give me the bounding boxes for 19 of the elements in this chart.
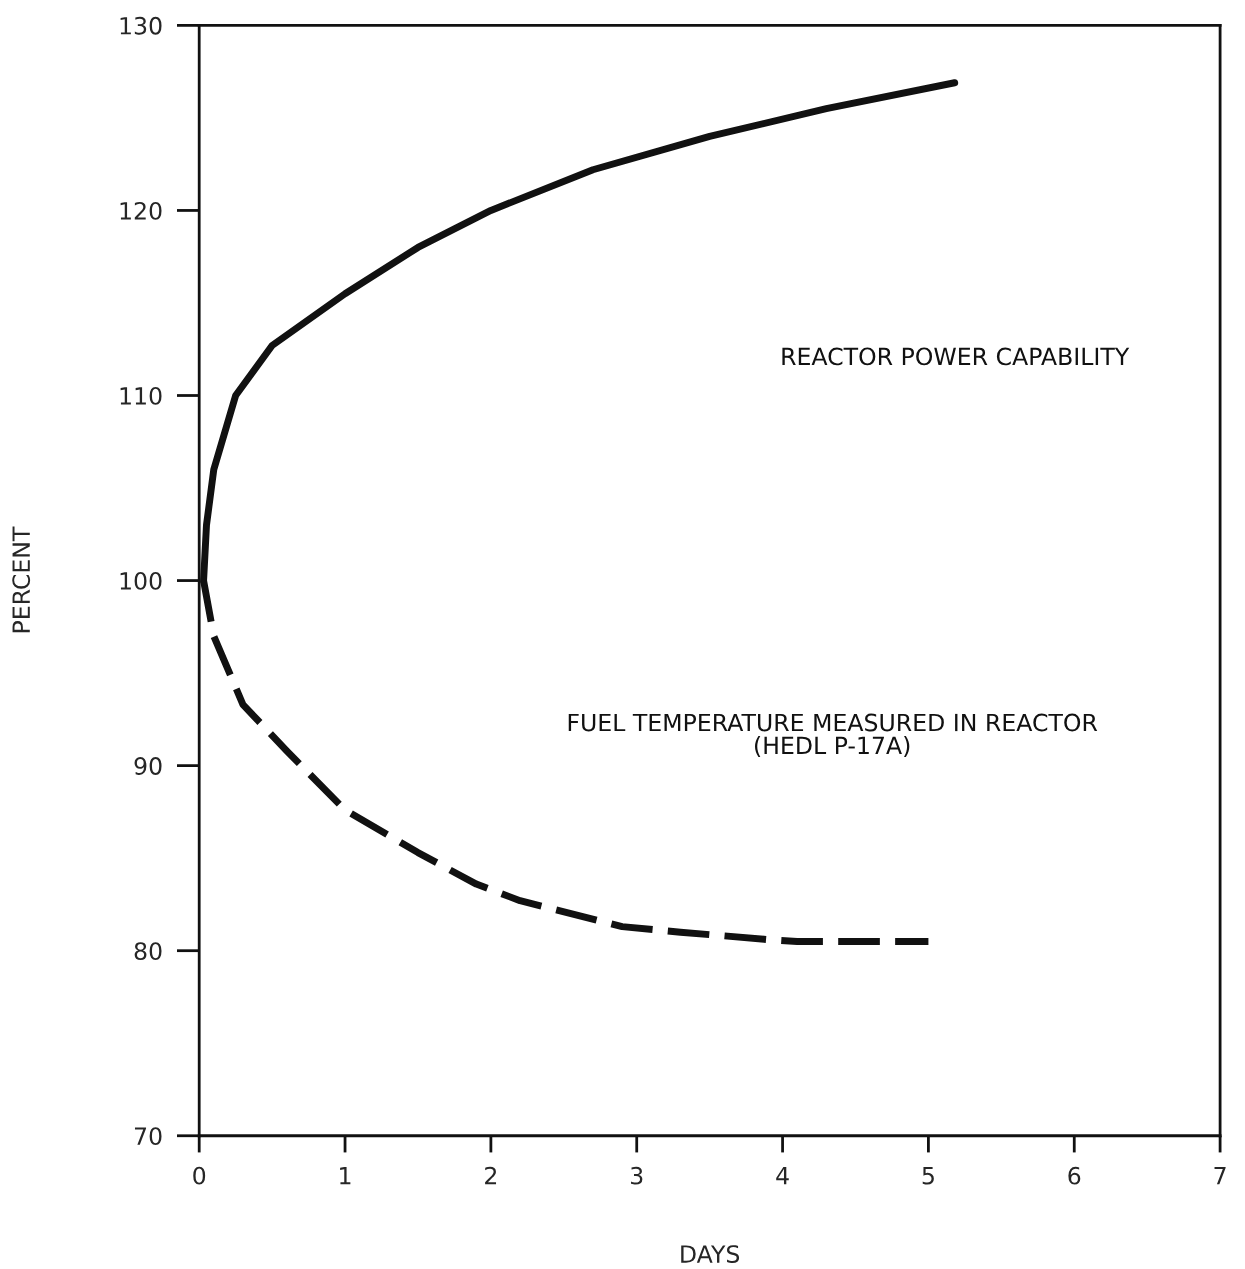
x-tick-label: 1 [340,1167,351,1185]
y-tick-label: 100 [120,572,162,590]
x-tick-label: 6 [1068,1166,1081,1185]
y-tick-label: 120 [120,201,162,220]
x-tick-label: 7 [1214,1167,1226,1185]
annotation: FUEL TEMPERATURE MEASURED IN REACTOR (HEDL P-17A) [568,713,1098,758]
y-tick-label: 130 [120,16,162,35]
x-tick-label: 4 [776,1167,789,1185]
x-tick-label: 2 [485,1166,497,1185]
x-axis-title: DAYS [681,1245,740,1263]
y-tick-label: 80 [134,942,162,960]
x-tick-label: 0 [193,1166,206,1185]
x-tick-label: 3 [631,1166,643,1185]
y-tick-label: 110 [120,386,162,405]
x-tick-label: 5 [922,1167,934,1185]
y-tick-label: 90 [134,757,162,775]
annotation: REACTOR POWER CAPABILITY [782,347,1130,366]
y-tick-label: 70 [134,1127,162,1146]
y-axis-title: PERCENT [12,526,31,633]
